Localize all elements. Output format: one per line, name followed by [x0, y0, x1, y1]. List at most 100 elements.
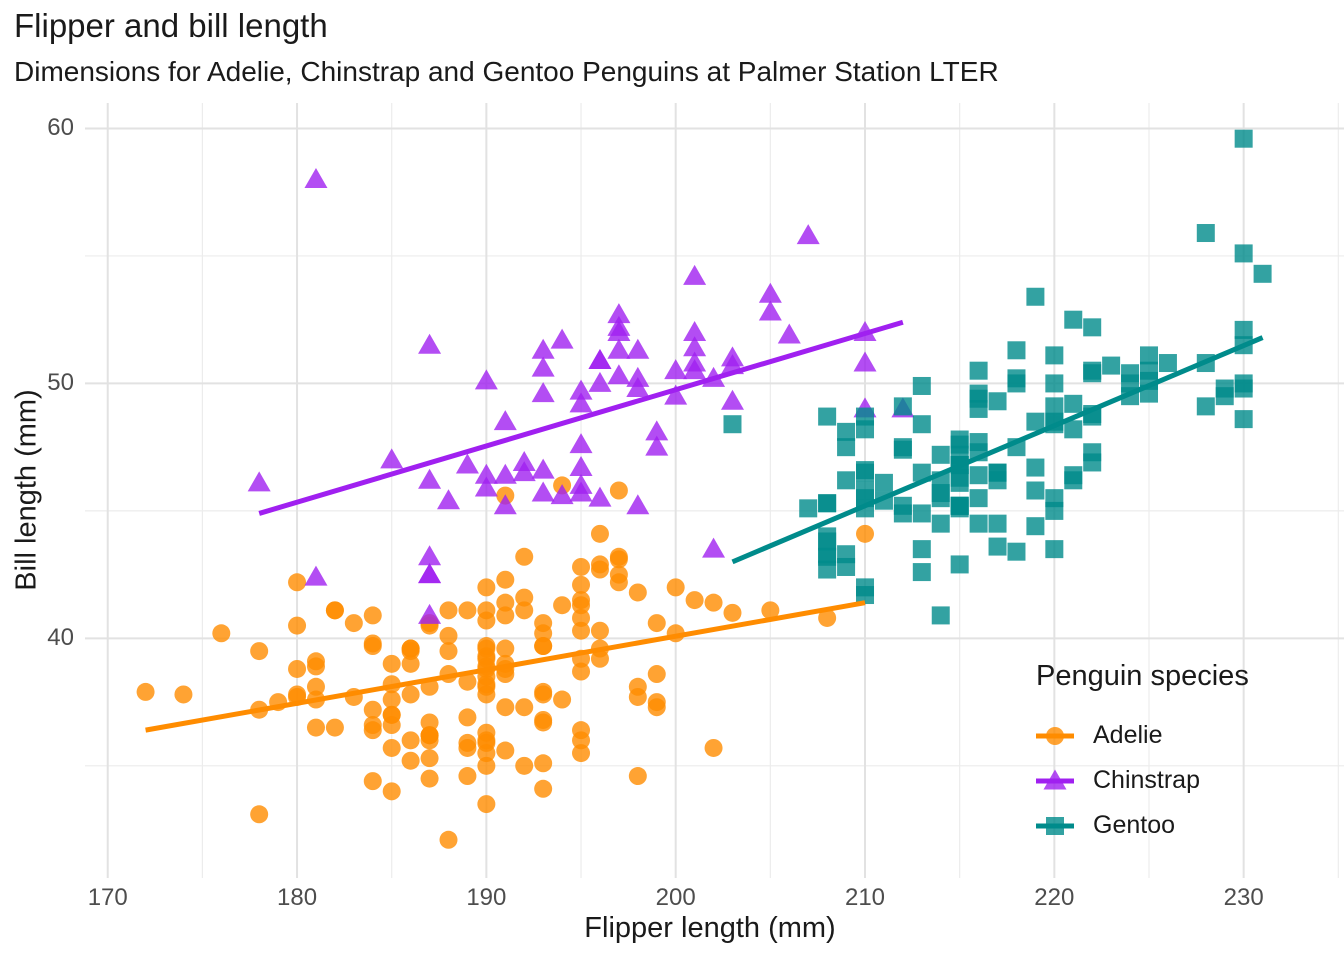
- data-point-gentoo: [988, 392, 1007, 411]
- x-tick-label: 180: [277, 884, 318, 911]
- data-point-adelie: [363, 606, 382, 625]
- data-point-chinstrap: [531, 338, 555, 359]
- data-point-adelie: [325, 601, 344, 620]
- data-point-adelie: [477, 578, 496, 597]
- data-point-adelie: [856, 524, 875, 543]
- data-point-chinstrap: [683, 336, 707, 357]
- data-point-gentoo: [1253, 264, 1272, 283]
- data-point-adelie: [609, 481, 628, 500]
- data-point-adelie: [458, 708, 477, 727]
- data-point-chinstrap: [626, 377, 650, 398]
- data-point-chinstrap: [418, 333, 442, 354]
- data-point-adelie: [553, 690, 572, 709]
- data-point-adelie: [609, 573, 628, 592]
- data-point-adelie: [496, 606, 515, 625]
- data-point-gentoo: [912, 540, 931, 559]
- data-point-adelie: [382, 738, 401, 757]
- data-point-adelie: [363, 772, 382, 791]
- data-point-adelie: [572, 575, 591, 594]
- data-point-chinstrap: [493, 463, 517, 484]
- data-point-gentoo: [837, 557, 856, 576]
- x-tick-label: 230: [1223, 884, 1264, 911]
- data-point-gentoo: [1234, 129, 1253, 148]
- data-point-adelie: [363, 716, 382, 735]
- y-tick-label: 60: [47, 114, 74, 142]
- data-point-adelie: [572, 591, 591, 610]
- series-gentoo: [723, 129, 1272, 625]
- chart-subtitle: Dimensions for Adelie, Chinstrap and Gen…: [14, 56, 999, 87]
- data-point-gentoo: [931, 514, 950, 533]
- data-point-adelie: [250, 642, 269, 661]
- data-point-gentoo: [1196, 397, 1215, 416]
- trend-line-chinstrap: [258, 319, 904, 516]
- data-point-chinstrap: [626, 494, 650, 515]
- data-point-adelie: [325, 718, 344, 737]
- data-point-gentoo: [950, 496, 969, 515]
- legend-key-circle-icon: [1036, 726, 1074, 745]
- data-point-chinstrap: [418, 563, 442, 584]
- data-point-adelie: [136, 682, 155, 701]
- data-point-chinstrap: [531, 382, 555, 403]
- data-point-gentoo: [874, 473, 893, 492]
- x-axis-title: Flipper length (mm): [584, 912, 836, 944]
- data-point-adelie: [477, 611, 496, 630]
- data-point-adelie: [572, 662, 591, 681]
- data-point-chinstrap: [512, 450, 536, 471]
- data-point-gentoo: [931, 445, 950, 464]
- data-point-gentoo: [1158, 354, 1177, 373]
- data-point-gentoo: [856, 420, 875, 439]
- data-point-adelie: [515, 698, 534, 717]
- data-point-adelie: [344, 614, 363, 633]
- data-point-chinstrap: [512, 461, 536, 482]
- data-point-chinstrap: [607, 315, 631, 336]
- data-point-gentoo: [1064, 310, 1083, 329]
- data-point-adelie: [306, 677, 325, 696]
- data-point-adelie: [515, 601, 534, 620]
- data-point-chinstrap: [683, 351, 707, 372]
- data-point-gentoo: [912, 415, 931, 434]
- data-point-adelie: [572, 608, 591, 627]
- data-point-chinstrap: [493, 410, 517, 431]
- data-point-gentoo: [893, 496, 912, 515]
- data-point-adelie: [515, 588, 534, 607]
- data-point-adelie: [647, 665, 666, 684]
- data-point-gentoo: [1064, 394, 1083, 413]
- data-point-chinstrap: [569, 456, 593, 477]
- data-point-adelie: [496, 570, 515, 589]
- data-point-adelie: [477, 744, 496, 763]
- data-point-chinstrap: [645, 420, 669, 441]
- data-point-adelie: [458, 767, 477, 786]
- data-point-adelie: [534, 754, 553, 773]
- data-point-adelie: [609, 550, 628, 569]
- data-point-gentoo: [1102, 356, 1121, 375]
- data-point-adelie: [647, 693, 666, 712]
- data-point-adelie: [534, 710, 553, 729]
- data-point-chinstrap: [304, 167, 328, 188]
- legend-item-label: Chinstrap: [1093, 766, 1200, 794]
- data-point-gentoo: [1064, 466, 1083, 485]
- data-point-adelie: [496, 593, 515, 612]
- data-point-chinstrap: [474, 463, 498, 484]
- data-point-gentoo: [1045, 489, 1064, 508]
- data-point-adelie: [572, 621, 591, 640]
- data-point-chinstrap: [569, 481, 593, 502]
- data-point-adelie: [382, 782, 401, 801]
- data-point-gentoo: [931, 606, 950, 625]
- data-point-gentoo: [912, 504, 931, 523]
- y-tick-label: 40: [47, 624, 74, 652]
- data-point-adelie: [458, 672, 477, 691]
- data-point-chinstrap: [380, 448, 404, 469]
- data-point-gentoo: [856, 586, 875, 605]
- data-point-adelie: [420, 749, 439, 768]
- data-point-chinstrap: [418, 468, 442, 489]
- x-tick-label: 200: [655, 884, 696, 911]
- x-tick-label: 170: [87, 884, 128, 911]
- data-point-chinstrap: [550, 328, 574, 349]
- data-point-adelie: [572, 557, 591, 576]
- data-point-chinstrap: [777, 323, 801, 344]
- data-point-chinstrap: [588, 371, 612, 392]
- data-point-adelie: [420, 713, 439, 732]
- data-point-adelie: [401, 751, 420, 770]
- data-point-chinstrap: [853, 351, 877, 372]
